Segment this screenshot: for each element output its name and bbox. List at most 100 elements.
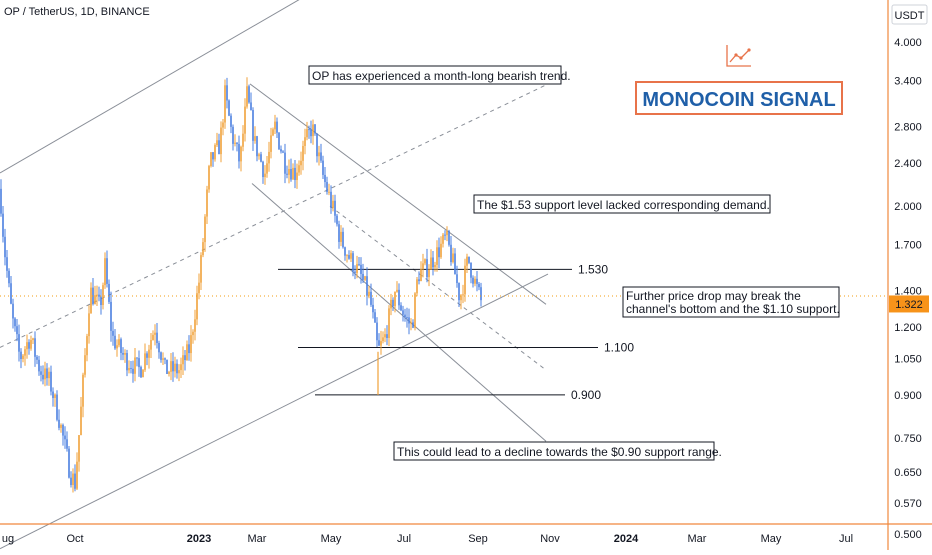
candle-body <box>184 355 186 361</box>
candle-body <box>412 322 414 328</box>
time-tick-label: May <box>321 533 342 545</box>
candle-body <box>442 234 444 244</box>
candle-body <box>4 236 6 258</box>
candle-body <box>34 338 36 357</box>
brand-frame <box>635 81 843 115</box>
time-tick-label: Sep <box>468 533 488 545</box>
candle-body <box>196 293 198 320</box>
candle-body <box>262 161 264 178</box>
candle-body <box>212 152 214 160</box>
candle-body <box>402 310 404 315</box>
candle-body <box>226 85 228 101</box>
candle-body <box>128 367 130 371</box>
candle-body <box>132 368 134 374</box>
candle-body <box>16 326 18 335</box>
candle-body <box>342 231 344 248</box>
annotation-text: OP has experienced a month-long bearish … <box>312 69 571 83</box>
annotation-support-demand: The $1.53 support level lacked correspon… <box>473 194 771 214</box>
candle-body <box>230 115 232 127</box>
candle-body <box>394 291 396 307</box>
candle-body <box>106 258 108 284</box>
price-tick-label: 0.500 <box>894 529 922 541</box>
candle-body <box>338 224 340 242</box>
brand-name: MONOCOIN SIGNAL <box>642 89 835 111</box>
candle-body <box>228 100 230 116</box>
candle-body <box>336 215 338 225</box>
candle-body <box>358 264 360 266</box>
channel-line <box>249 83 547 305</box>
candle-body <box>346 255 348 257</box>
price-tick-label: 0.750 <box>894 433 922 445</box>
candle-body <box>468 256 470 263</box>
candle-body <box>224 85 226 123</box>
candle-body <box>160 352 162 360</box>
candle-body <box>104 258 106 286</box>
candle-body <box>248 86 250 103</box>
price-tick-label: 1.700 <box>894 239 922 251</box>
candle-body <box>378 340 380 346</box>
candle-body <box>422 263 424 270</box>
candle-body <box>222 122 224 128</box>
horizontal-levels: 1.530 1.100 0.900 <box>278 262 634 402</box>
candle-body <box>428 269 430 278</box>
candle-body <box>476 278 478 284</box>
price-scale[interactable]: 4.000 3.400 2.800 2.400 2.000 1.700 1.400 1.200… <box>894 37 922 541</box>
support-level-label: 1.100 <box>604 340 634 354</box>
annotation-channel-break: Further price drop may break the channel… <box>622 286 840 318</box>
candle-body <box>334 200 336 216</box>
brand-logo: MONOCOIN SIGNAL <box>635 45 843 115</box>
candle-body <box>186 344 188 361</box>
candle-body <box>302 145 304 161</box>
candle-body <box>372 304 374 313</box>
price-tick-label: 0.650 <box>894 467 922 479</box>
candle-body <box>150 340 152 350</box>
time-tick-label: May <box>761 533 782 545</box>
candle-body <box>90 287 92 314</box>
candle-body <box>284 152 286 174</box>
channel-midline <box>0 83 549 348</box>
candle-body <box>276 121 278 133</box>
candle-body <box>46 368 48 379</box>
candle-body <box>298 165 300 173</box>
candle-body <box>244 106 246 134</box>
candle-body <box>388 308 390 339</box>
candle-body <box>380 341 382 346</box>
price-tick-label: 0.900 <box>894 390 922 402</box>
candle-body <box>58 419 60 428</box>
candle-body <box>362 273 364 280</box>
candle-body <box>436 247 438 265</box>
candle-body <box>322 160 324 175</box>
candle-body <box>374 312 376 323</box>
candle-body <box>408 317 410 324</box>
candle-body <box>234 142 236 144</box>
candle-body <box>426 259 428 278</box>
time-tick-label: Jul <box>839 533 853 545</box>
candle-body <box>74 473 76 489</box>
candle-body <box>108 283 110 302</box>
candle-body <box>268 151 270 164</box>
candle-body <box>470 262 472 278</box>
candle-body <box>314 124 316 134</box>
candle-body <box>454 253 456 275</box>
candle-body <box>100 296 102 306</box>
candle-body <box>152 334 154 341</box>
candle-body <box>18 334 20 352</box>
candle-body <box>64 435 66 440</box>
candle-body <box>146 353 148 358</box>
time-axis[interactable]: ug Oct 2023 Mar May Jul Sep Nov 2024 Mar May Jul <box>2 533 853 545</box>
candle-body <box>202 242 204 256</box>
candle-body <box>350 253 352 259</box>
time-tick-label: 2024 <box>614 533 639 545</box>
candle-body <box>190 335 192 354</box>
candle-body <box>142 369 144 378</box>
candle-body <box>140 367 142 378</box>
candle-body <box>326 182 328 192</box>
currency-badge[interactable] <box>891 4 928 25</box>
candle-body <box>86 336 88 356</box>
candle-body <box>308 129 310 131</box>
candle-body <box>210 152 212 167</box>
candle-body <box>456 274 458 284</box>
candle-body <box>418 279 420 282</box>
